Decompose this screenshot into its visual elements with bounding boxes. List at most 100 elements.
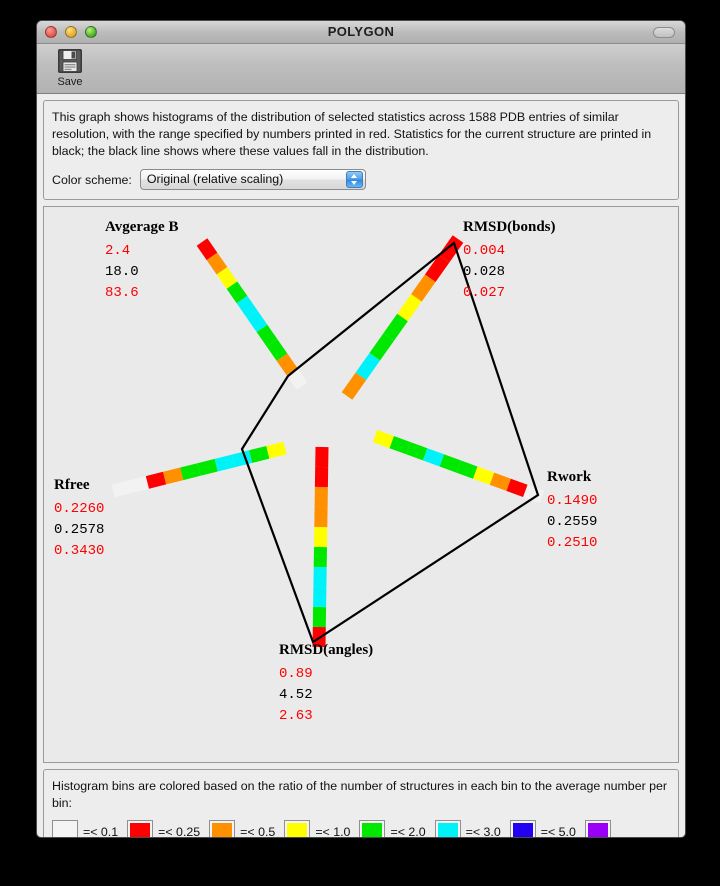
histogram-bin — [231, 450, 253, 468]
legend-color-swatch — [127, 820, 154, 837]
histogram-bin — [506, 478, 528, 498]
color-scheme-row: Color scheme: Original (relative scaling… — [52, 169, 670, 190]
legend-item: =< 1.0 — [284, 820, 356, 838]
histogram-bin — [523, 484, 545, 504]
toolbar-toggle-button[interactable] — [653, 27, 675, 38]
histogram-bin — [456, 460, 478, 479]
axis-max-value: 83.6 — [105, 285, 139, 301]
histogram-bin — [236, 295, 258, 318]
histogram-bin — [206, 252, 228, 275]
axis-name-label: RMSD(angles) — [279, 642, 373, 658]
histogram-bin — [180, 463, 201, 481]
histogram-bin — [314, 506, 328, 528]
axis-max-value: 0.3430 — [54, 543, 104, 559]
floppy-disk-icon — [58, 49, 82, 73]
axis-max-value: 2.63 — [279, 708, 313, 724]
color-scheme-select[interactable]: Original (relative scaling) — [139, 169, 366, 190]
window-title: POLYGON — [327, 24, 395, 39]
histogram-bin — [341, 372, 367, 400]
legend-item: =< 0.25 — [127, 820, 206, 838]
axis-current-value: 18.0 — [105, 264, 139, 280]
histogram-bin — [313, 546, 327, 568]
histogram-bin — [128, 476, 149, 494]
info-description: This graph shows histograms of the distr… — [52, 110, 652, 158]
histogram-bin — [439, 454, 461, 473]
histogram-bin — [314, 466, 329, 488]
legend-color-swatch — [52, 820, 78, 837]
axis-label-group: Avgerage B 2.4 18.0 83.6 RMSD(bonds) 0.004 0.0… — [54, 219, 597, 724]
axis-name-label: Rwork — [547, 469, 592, 485]
legend-item: =< 0.5 — [209, 820, 281, 838]
legend-color-swatch — [509, 820, 536, 837]
legend-item-label: =< 1.0 — [315, 825, 351, 838]
axis-current-value: 4.52 — [279, 687, 313, 703]
axis-labels-1: RMSD(bonds) 0.004 0.028 0.027 — [463, 219, 556, 301]
resize-grip-icon[interactable] — [664, 837, 677, 838]
histogram-bin — [226, 281, 248, 304]
axis-name-label: Rfree — [54, 477, 90, 493]
histogram-bin — [315, 446, 329, 468]
histogram-bin — [397, 294, 422, 322]
legend-item-label: =< 3.0 — [465, 825, 501, 838]
histogram-bin — [422, 448, 445, 467]
legend-item: =< 0.1 — [52, 820, 124, 837]
axis-min-value: 0.2260 — [54, 501, 104, 517]
polygon-radar-chart: Avgerage B 2.4 18.0 83.6 RMSD(bonds) 0.004 0.0… — [54, 219, 597, 724]
histogram-bin — [266, 339, 288, 361]
color-scheme-value: Original (relative scaling) — [146, 172, 284, 186]
legend-item: =< 3.0 — [434, 820, 507, 838]
legend-description: Histogram bins are colored based on the … — [52, 779, 668, 810]
legend-item-label: =< 2.0 — [390, 825, 426, 838]
histogram-bin — [313, 586, 327, 608]
legend-panel: Histogram bins are colored based on the … — [43, 769, 679, 838]
polygon-window: POLYGON Save This graph shows histograms… — [36, 20, 686, 838]
histogram-bin — [424, 254, 450, 283]
histogram-bin — [411, 274, 436, 302]
value-polyline — [240, 241, 540, 644]
legend-item: =< 2.0 — [359, 820, 431, 838]
zoom-button[interactable] — [85, 26, 97, 38]
histogram-bin — [196, 238, 218, 261]
histogram-bin — [369, 333, 394, 361]
window-toolbar: Save — [37, 44, 685, 94]
axis-max-value: 0.2510 — [547, 535, 597, 551]
axis-bar — [372, 429, 545, 504]
axis-current-value: 0.2578 — [54, 522, 104, 538]
legend-color-swatch — [359, 820, 386, 837]
legend-color-swatch — [434, 820, 461, 837]
histogram-bin — [163, 467, 184, 485]
polygon-graph-panel: Avgerage B 2.4 18.0 83.6 RMSD(bonds) 0.004 0.0… — [43, 206, 679, 763]
close-button[interactable] — [45, 26, 57, 38]
histogram-bin — [389, 435, 411, 455]
axis-bar — [341, 235, 464, 400]
save-button[interactable]: Save — [47, 46, 93, 88]
color-scheme-label: Color scheme: — [52, 172, 132, 187]
axis-min-value: 0.1490 — [547, 493, 597, 509]
legend-color-swatch — [209, 820, 236, 837]
histogram-bin — [314, 526, 328, 548]
histogram-bin — [313, 566, 327, 588]
legend-item — [584, 820, 611, 837]
legend-item-label: =< 0.25 — [158, 825, 201, 838]
legend-item-label: =< 0.5 — [240, 825, 276, 838]
axis-labels-4: Rfree 0.2260 0.2578 0.3430 — [54, 477, 104, 559]
histogram-bin — [246, 310, 268, 333]
histogram-bin — [216, 267, 238, 289]
chevron-updown-icon — [345, 171, 363, 188]
histogram-bin — [312, 606, 327, 628]
minimize-button[interactable] — [65, 26, 77, 38]
histogram-bin — [372, 429, 394, 449]
info-panel: This graph shows histograms of the distr… — [43, 100, 679, 200]
axis-current-value: 0.028 — [463, 264, 505, 280]
axis-labels-3: RMSD(angles) 0.89 4.52 2.63 — [279, 642, 373, 724]
histogram-bin — [355, 352, 381, 381]
save-button-label: Save — [57, 76, 83, 88]
histogram-bin — [197, 458, 218, 476]
histogram-bin — [276, 353, 298, 376]
axis-bar — [111, 441, 287, 498]
histogram-bin — [406, 442, 428, 461]
histogram-bin — [214, 454, 235, 472]
axis-labels-0: Avgerage B 2.4 18.0 83.6 — [105, 219, 178, 301]
axis-current-value: 0.2559 — [547, 514, 597, 530]
axis-min-value: 2.4 — [105, 243, 130, 259]
